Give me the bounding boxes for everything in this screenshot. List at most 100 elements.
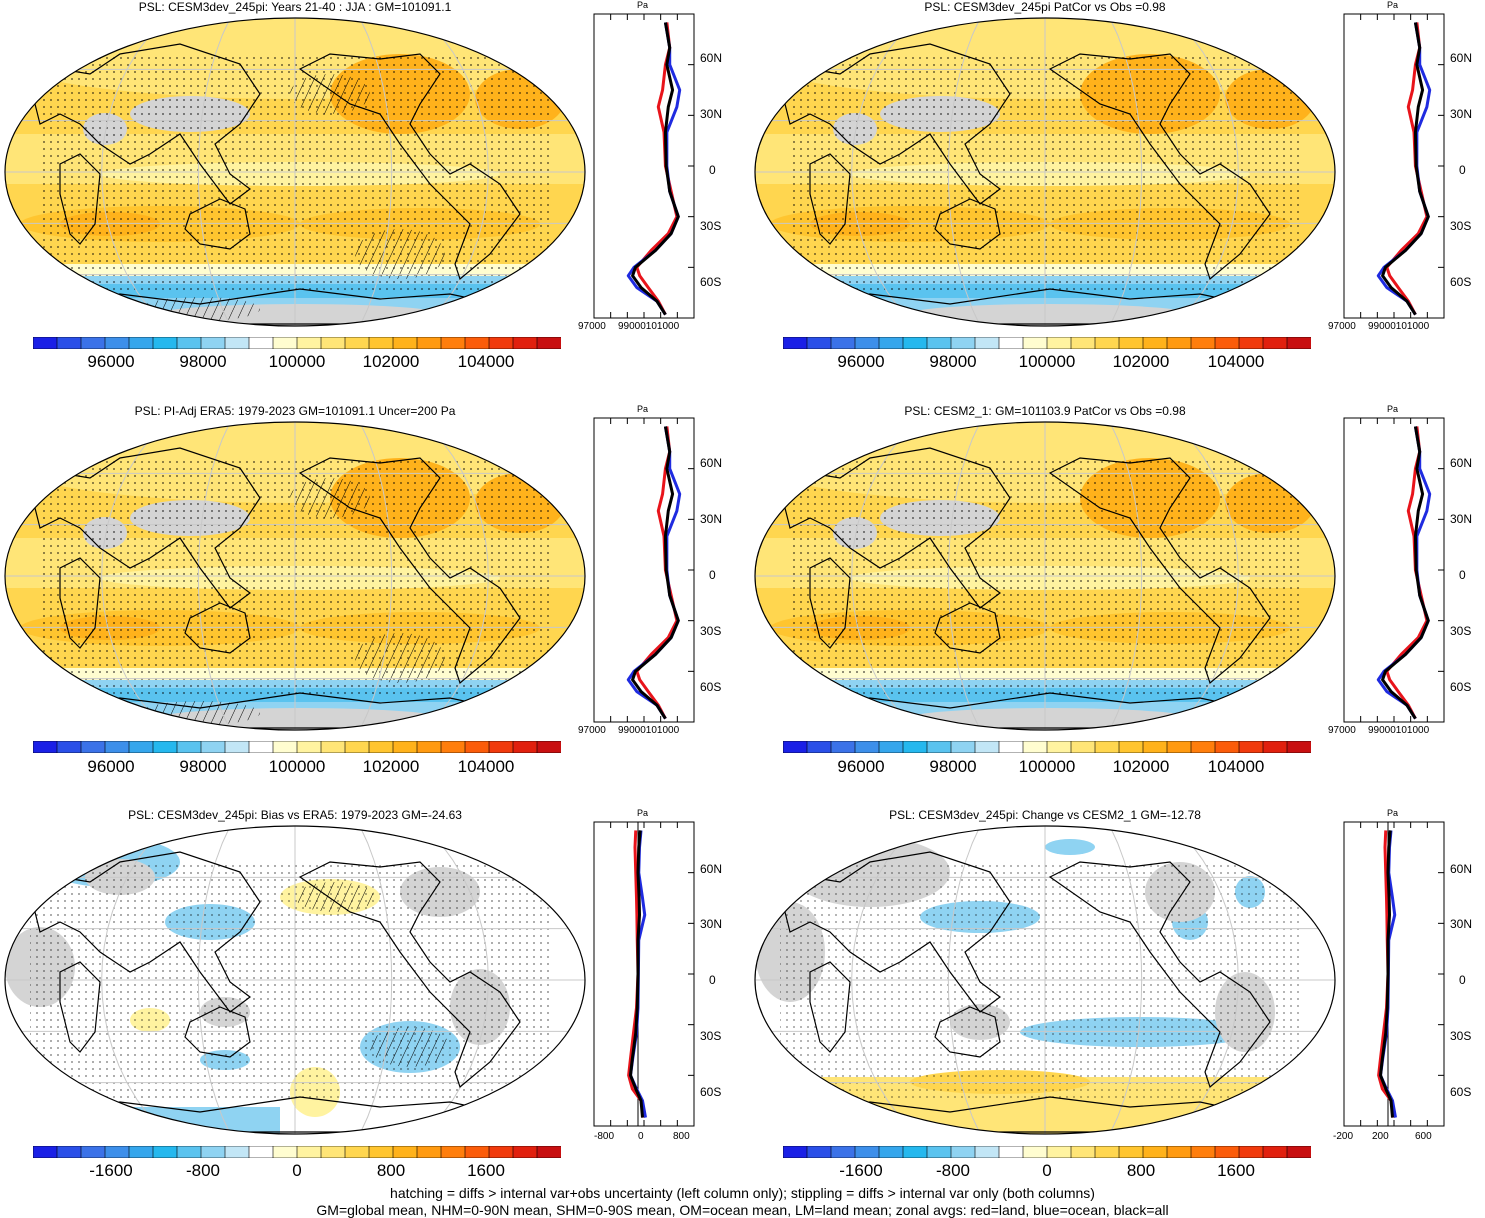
graticule-line — [947, 18, 981, 326]
panel-title-6: PSL: CESM3dev_245pi: Change vs CESM2_1 G… — [889, 808, 1201, 822]
hatching-region — [290, 74, 370, 114]
coastline — [29, 447, 261, 609]
prof4-xtick-0: 97000 — [1328, 725, 1356, 736]
colorbar-swatch — [200, 1146, 226, 1158]
profile-frame — [1343, 417, 1445, 723]
colorbar-swatch — [878, 337, 904, 349]
colorbar-swatch — [806, 741, 832, 753]
lat-label: 60S — [1450, 275, 1472, 289]
colorbar-swatch — [950, 337, 976, 349]
map-panel-5 — [4, 825, 586, 1135]
prof5-xtick-0: -800 — [594, 1131, 615, 1142]
coastline — [298, 457, 521, 685]
colorbar-panel-4 — [783, 741, 1311, 753]
prof2-xtick-0: 97000 — [1328, 321, 1356, 332]
map-panel-4 — [754, 421, 1336, 731]
cb3-label-2: 100000 — [268, 757, 326, 776]
lat-label: 60S — [700, 1085, 722, 1099]
coastline — [184, 1006, 251, 1058]
hatching-region — [295, 882, 375, 912]
colorbar-swatch — [392, 1146, 418, 1158]
graticule-line — [101, 826, 166, 1134]
colorbar-swatch — [1094, 337, 1120, 349]
colorbar-swatch — [1190, 337, 1216, 349]
lat-label: 60S — [1450, 680, 1472, 694]
lat-label: 60N — [700, 862, 723, 876]
graticule-line — [851, 422, 916, 730]
graticule-line — [101, 422, 166, 730]
graticule-line — [1109, 826, 1143, 1134]
hatching-region — [355, 633, 445, 683]
colorbar-swatch — [1094, 1146, 1120, 1158]
cb3-label-0: 96000 — [87, 757, 135, 776]
prof1-xtick-1: 99000101000 — [618, 321, 680, 332]
colorbar-swatch — [783, 337, 808, 349]
lat-label: 0 — [709, 568, 716, 582]
map-field — [5, 18, 585, 326]
colorbar-swatch — [33, 337, 58, 349]
colorbar-swatch — [1214, 741, 1240, 753]
coastline — [1048, 861, 1271, 1089]
colorbar-swatch — [176, 741, 202, 753]
colorbar-swatch — [536, 741, 561, 753]
panel-title-5: PSL: CESM3dev_245pi: Bias vs ERA5: 1979-… — [128, 808, 462, 822]
map-border — [754, 421, 1336, 731]
stippling — [30, 862, 550, 1102]
colorbar-swatch — [1022, 337, 1048, 349]
colorbar-swatch — [272, 337, 298, 349]
colorbar-swatch — [512, 741, 538, 753]
colorbar-swatch — [1214, 337, 1240, 349]
lat-label: 30S — [700, 219, 722, 233]
pa-label-6: Pa — [1387, 808, 1399, 818]
colorbar-swatch — [806, 337, 832, 349]
coastline — [1048, 53, 1271, 281]
pa-label-2: Pa — [1387, 0, 1399, 10]
panel-title-4: PSL: CESM2_1: GM=101103.9 PatCor vs Obs … — [904, 404, 1186, 418]
colorbar-swatch — [368, 741, 394, 753]
colorbar-swatch — [974, 337, 1000, 349]
panel-title-1: PSL: CESM3dev_245pi: Years 21-40 : JJA :… — [138, 0, 452, 14]
graticule-line — [1174, 18, 1239, 326]
colorbar-swatch — [950, 1146, 976, 1158]
coastline — [59, 961, 101, 1053]
colorbar-swatch — [344, 741, 370, 753]
cb5-label-2: 0 — [292, 1161, 302, 1180]
coastline — [789, 288, 1311, 325]
colorbar-swatch — [1166, 1146, 1192, 1158]
colorbar-swatch — [392, 337, 418, 349]
graticule-line — [197, 422, 231, 730]
lat-label: 60S — [700, 680, 722, 694]
lat-label: 30N — [1450, 917, 1473, 931]
colorbar-swatch — [416, 741, 442, 753]
colorbar-swatch — [1238, 1146, 1264, 1158]
colorbar-swatch — [440, 741, 466, 753]
cb1-label-1: 98000 — [179, 352, 227, 371]
colorbar-swatch — [176, 1146, 202, 1158]
lat-label: 60S — [1450, 1085, 1472, 1099]
graticule-line — [947, 826, 981, 1134]
coastline — [789, 1096, 1311, 1133]
colorbar-swatch — [128, 1146, 154, 1158]
prof2-xtick-1: 99000101000 — [1368, 321, 1430, 332]
footer-note-2: GM=global mean, NHM=0-90N mean, SHM=0-90… — [316, 1202, 1169, 1218]
colorbar-swatch — [902, 741, 928, 753]
colorbar-swatch — [512, 1146, 538, 1158]
colorbar-swatch — [1118, 1146, 1144, 1158]
colorbar-swatch — [488, 1146, 514, 1158]
colorbar-panel-3 — [33, 741, 561, 753]
cb4-label-3: 102000 — [1112, 757, 1170, 776]
profile-frame — [593, 13, 695, 319]
colorbar-swatch — [974, 1146, 1000, 1158]
colorbar-swatch — [320, 337, 346, 349]
colorbar-swatch — [296, 741, 322, 753]
zonal-mean-line — [1376, 22, 1432, 316]
cb6-label-4: 1600 — [1217, 1161, 1255, 1180]
colorbar-swatch — [1046, 1146, 1072, 1158]
colorbar-swatch — [296, 1146, 322, 1158]
pa-label-5: Pa — [637, 808, 649, 818]
lat-label: 30S — [700, 1029, 722, 1043]
colorbar-swatch — [1094, 741, 1120, 753]
colorbar-swatch — [974, 741, 1000, 753]
coastline — [29, 851, 261, 1013]
colorbar-panel-2 — [783, 337, 1311, 349]
